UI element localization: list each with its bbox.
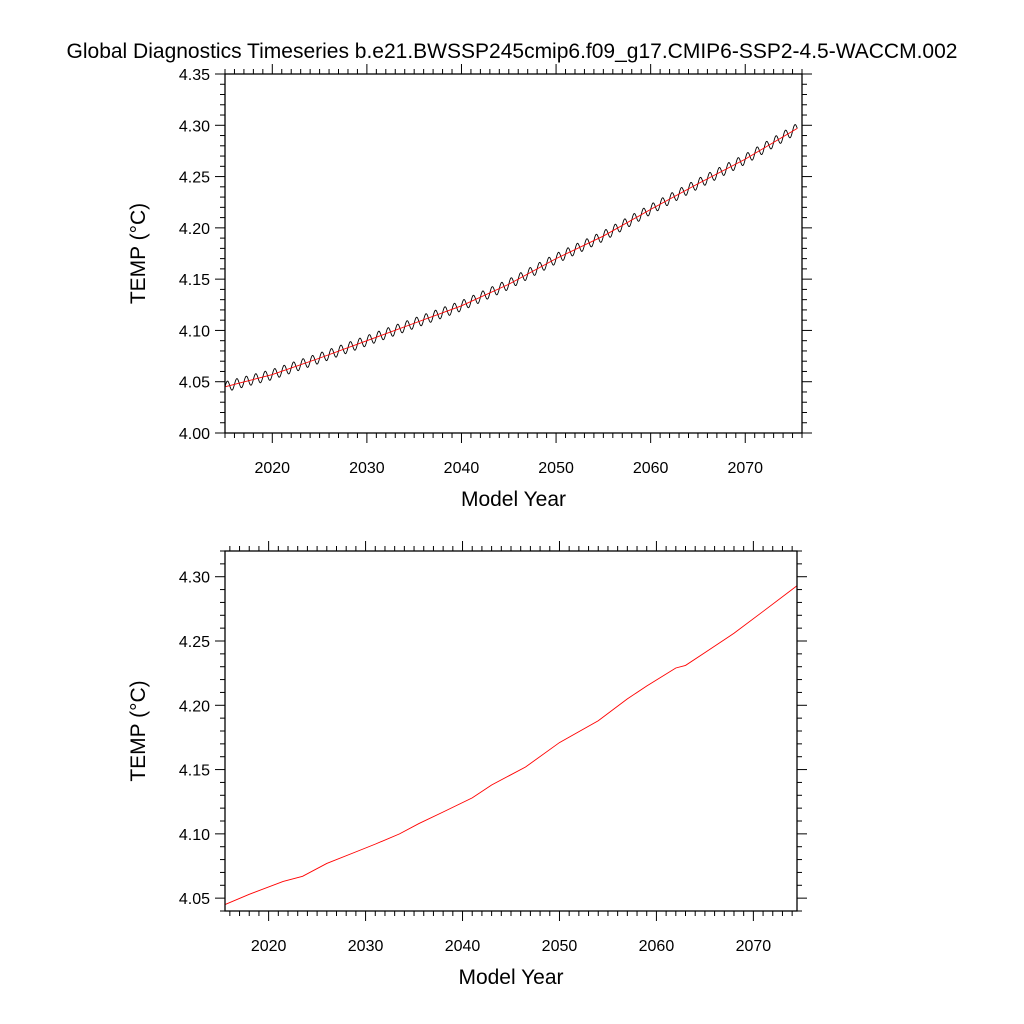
top-panel: 2020 2030 2040 2050 2060 2070 4.00 4.05 4.10 4.15… — [127, 64, 812, 511]
top-x-tick-label: 2070 — [727, 460, 763, 477]
top-x-tick-label: 2060 — [633, 460, 669, 477]
top-y-tick-label: 4.30 — [179, 118, 210, 135]
bottom-x-tick-label: 2070 — [736, 938, 772, 955]
top-x-axis-label: Model Year — [461, 488, 566, 511]
bottom-x-axis-label: Model Year — [458, 966, 563, 989]
bottom-plot-frame — [224, 550, 798, 912]
bottom-y-tick-label: 4.20 — [179, 698, 210, 715]
top-y-tick-label: 4.25 — [179, 170, 210, 187]
top-y-tick-label: 4.00 — [179, 426, 210, 443]
top-y-tick-label: 4.05 — [179, 375, 210, 392]
top-y-tick-label: 4.15 — [179, 272, 210, 289]
top-plot-frame — [224, 73, 803, 434]
bottom-y-tick-label: 4.15 — [179, 763, 210, 780]
top-x-tick-label: 2040 — [444, 460, 480, 477]
bottom-y-tick-label: 4.10 — [179, 827, 210, 844]
top-y-tick-label: 4.20 — [179, 221, 210, 238]
bottom-y-tick-label: 4.25 — [179, 634, 210, 651]
bottom-series-annual-mean — [224, 585, 798, 905]
top-y-tick-label: 4.35 — [179, 67, 210, 84]
top-x-tick-label: 2030 — [349, 460, 385, 477]
top-x-tick-label: 2020 — [254, 460, 290, 477]
bottom-x-tick-label: 2020 — [251, 938, 287, 955]
bottom-x-tick-label: 2050 — [542, 938, 578, 955]
top-series-monthly — [224, 124, 798, 391]
bottom-x-tick-label: 2060 — [639, 938, 675, 955]
top-y-tick-label: 4.10 — [179, 323, 210, 340]
bottom-panel: 2020 2030 2040 2050 2060 2070 4.05 4.10 4.15 4.20… — [127, 541, 807, 989]
bottom-y-axis-label: TEMP (°C) — [127, 680, 150, 781]
bottom-x-tick-label: 2030 — [348, 938, 384, 955]
top-y-axis-label: TEMP (°C) — [127, 203, 150, 304]
bottom-x-tick-label: 2040 — [445, 938, 481, 955]
bottom-y-tick-label: 4.30 — [179, 570, 210, 587]
chart-title: Global Diagnostics Timeseries b.e21.BWSS… — [67, 40, 958, 63]
top-x-tick-label: 2050 — [538, 460, 574, 477]
top-series-annual-mean — [224, 127, 798, 388]
bottom-y-tick-label: 4.05 — [179, 891, 210, 908]
